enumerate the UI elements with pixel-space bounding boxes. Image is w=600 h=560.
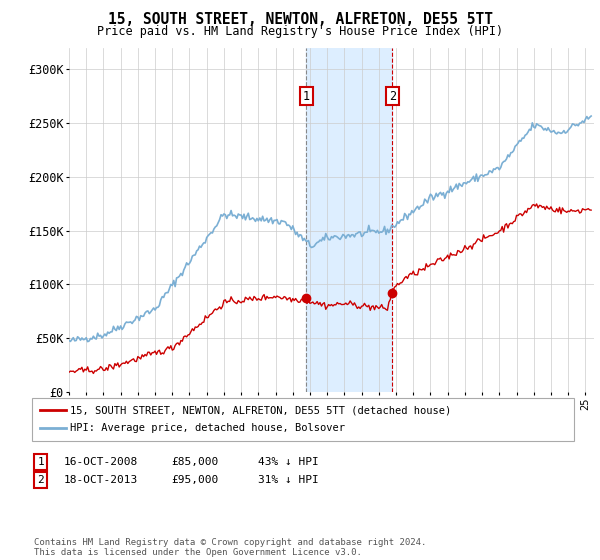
- Text: 31% ↓ HPI: 31% ↓ HPI: [258, 475, 319, 485]
- Text: HPI: Average price, detached house, Bolsover: HPI: Average price, detached house, Bols…: [70, 423, 345, 433]
- Text: 15, SOUTH STREET, NEWTON, ALFRETON, DE55 5TT (detached house): 15, SOUTH STREET, NEWTON, ALFRETON, DE55…: [70, 405, 451, 415]
- Text: Price paid vs. HM Land Registry's House Price Index (HPI): Price paid vs. HM Land Registry's House …: [97, 25, 503, 38]
- Text: 1: 1: [37, 457, 44, 467]
- Text: £95,000: £95,000: [171, 475, 218, 485]
- Bar: [307, 48, 392, 392]
- Text: 1: 1: [303, 90, 310, 102]
- Text: Contains HM Land Registry data © Crown copyright and database right 2024.
This d: Contains HM Land Registry data © Crown c…: [34, 538, 427, 557]
- Text: 15, SOUTH STREET, NEWTON, ALFRETON, DE55 5TT: 15, SOUTH STREET, NEWTON, ALFRETON, DE55…: [107, 12, 493, 27]
- Text: 43% ↓ HPI: 43% ↓ HPI: [258, 457, 319, 467]
- Text: 2: 2: [389, 90, 396, 102]
- Text: £85,000: £85,000: [171, 457, 218, 467]
- Text: 18-OCT-2013: 18-OCT-2013: [64, 475, 139, 485]
- Text: 2: 2: [37, 475, 44, 485]
- Text: 16-OCT-2008: 16-OCT-2008: [64, 457, 139, 467]
